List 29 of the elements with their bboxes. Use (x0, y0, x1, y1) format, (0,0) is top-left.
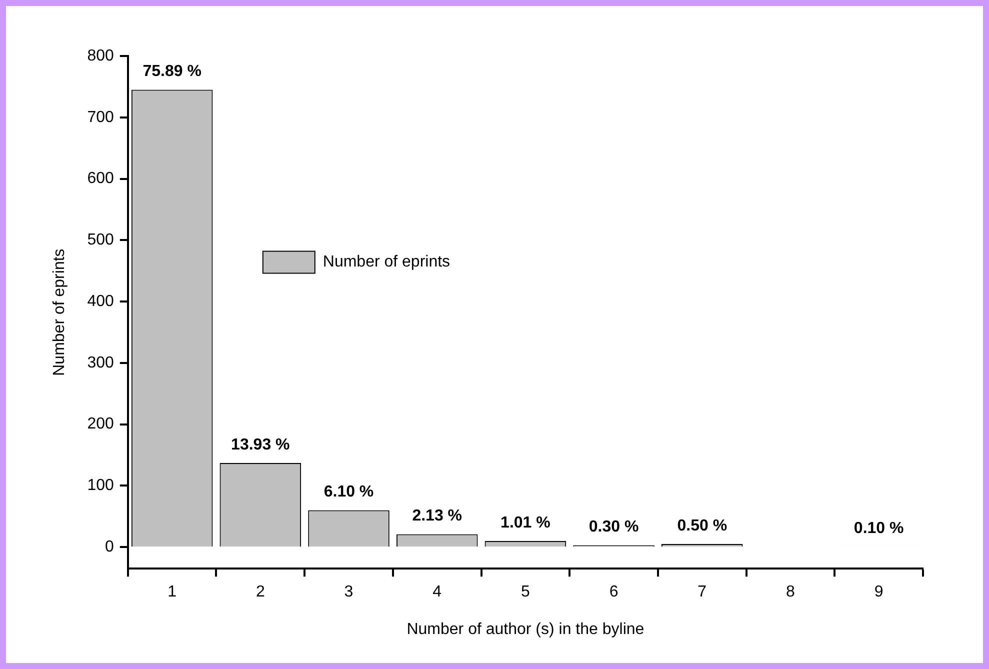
y-tick-label: 500 (87, 232, 114, 249)
annotation: 0.10 % (854, 520, 904, 537)
annotation: 13.93 % (231, 436, 290, 454)
y-tick-label: 200 (87, 416, 114, 433)
annotation: 0.30 % (588, 518, 639, 536)
x-tick-label: 3 (344, 584, 354, 601)
y-axis-title: Number of eprints (51, 248, 68, 376)
annotation: 75.89 % (142, 63, 202, 80)
x-tick-label: 2 (256, 584, 265, 601)
legend-label: Number of eprints (322, 254, 450, 271)
y-tick-label: 400 (87, 292, 114, 310)
annotation: 0.50 % (677, 517, 728, 534)
x-tick-label: 9 (874, 584, 884, 601)
y-tick-label: 600 (87, 170, 114, 188)
x-tick-label: 8 (786, 584, 796, 601)
x-tick-label: 1 (168, 584, 177, 601)
y-tick-label: 700 (87, 108, 114, 126)
x-tick-label: 4 (432, 584, 442, 601)
x-axis-title: Number of author (s) in the byline (406, 620, 644, 638)
x-tick-label: 6 (609, 584, 618, 601)
annotation: 6.10 % (324, 484, 374, 501)
x-tick-label: 7 (698, 584, 707, 601)
y-tick-label: 100 (87, 477, 114, 494)
y-tick-label: 0 (104, 538, 114, 556)
y-tick-label: 800 (87, 47, 114, 64)
annotation: 2.13 % (412, 508, 462, 525)
annotation: 1.01 % (500, 514, 550, 532)
x-tick-label: 5 (520, 584, 530, 601)
y-tick-label: 300 (87, 354, 114, 372)
